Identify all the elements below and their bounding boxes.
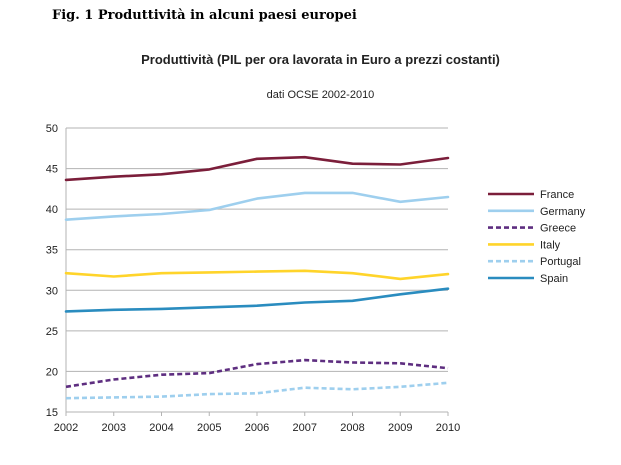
x-axis-tick-labels: 2002 2003 2004 2005 2006 2007 2008 2009 2010 — [54, 422, 460, 434]
series-line-spain — [64, 287, 450, 313]
chart-gridlines — [66, 127, 448, 413]
legend-label-spain: Spain — [540, 273, 568, 285]
series-line-italy — [64, 269, 450, 281]
x-tick-label: 2008 — [340, 422, 364, 434]
figure-caption: Fig. 1 Produttività in alcuni paesi euro… — [52, 8, 357, 23]
y-tick-label: 15 — [46, 407, 58, 419]
x-tick-label: 2005 — [197, 422, 221, 434]
chart-subtitle: dati OCSE 2002-2010 — [266, 89, 375, 101]
chart-axes — [65, 128, 449, 416]
legend-label-france: France — [540, 189, 574, 201]
y-tick-label: 35 — [46, 245, 58, 257]
chart-title: Produttività (PIL per ora lavorata in Eu… — [141, 52, 500, 67]
y-tick-label: 20 — [46, 366, 58, 378]
series-line-france — [64, 155, 450, 182]
y-axis-tick-labels: 15 20 25 30 35 40 45 50 — [46, 123, 58, 419]
x-tick-label: 2009 — [388, 422, 412, 434]
x-tick-label: 2006 — [245, 422, 269, 434]
y-tick-label: 30 — [46, 285, 58, 297]
x-tick-label: 2004 — [149, 422, 173, 434]
x-tick-label: 2010 — [436, 422, 460, 434]
series-line-greece — [65, 358, 449, 389]
chart-series — [64, 155, 450, 400]
x-tick-label: 2002 — [54, 422, 78, 434]
y-tick-label: 45 — [46, 164, 58, 176]
chart-legend: France Germany Greece Italy Portugal Spain — [488, 189, 586, 285]
series-line-portugal — [65, 381, 449, 400]
series-line-germany — [64, 191, 450, 221]
y-tick-label: 40 — [46, 204, 58, 216]
legend-label-italy: Italy — [540, 239, 561, 251]
y-tick-label: 50 — [46, 123, 58, 135]
legend-label-greece: Greece — [540, 223, 576, 235]
x-tick-label: 2003 — [102, 422, 126, 434]
x-tick-label: 2007 — [293, 422, 317, 434]
legend-label-portugal: Portugal — [540, 256, 581, 268]
y-tick-label: 25 — [46, 326, 58, 338]
legend-label-germany: Germany — [540, 206, 586, 218]
